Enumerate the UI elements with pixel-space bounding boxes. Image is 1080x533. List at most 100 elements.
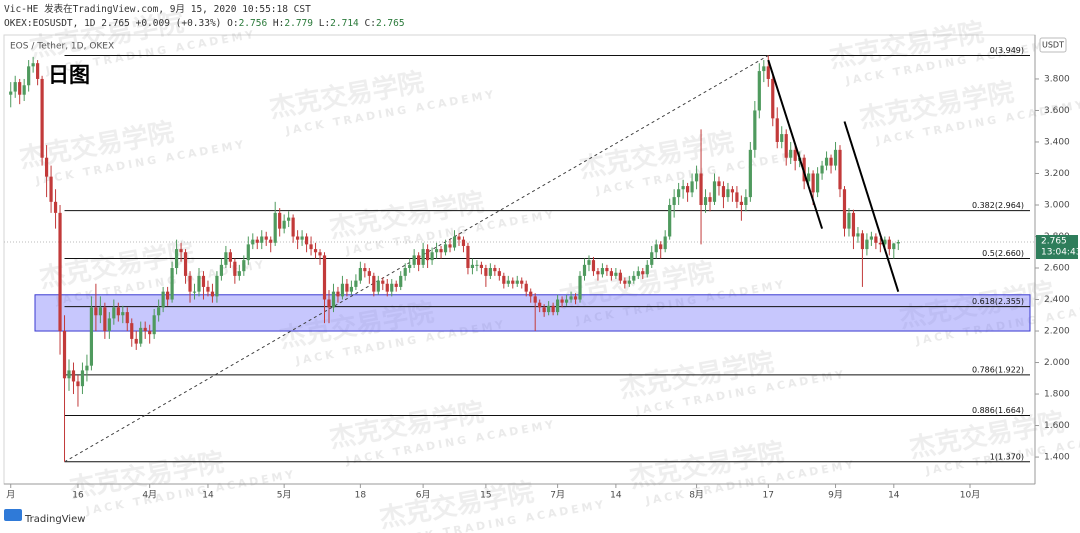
candle-body — [815, 173, 820, 193]
candle-body — [820, 165, 824, 174]
candle-body — [9, 91, 13, 95]
candle-body — [13, 82, 17, 92]
candle-body — [771, 78, 775, 119]
x-tick-label: 6月 — [416, 490, 431, 501]
layer: 1.4001.6001.8002.0002.2002.4002.6002.800… — [4, 46, 1070, 501]
candle-body — [143, 327, 147, 332]
candle-body — [157, 307, 161, 316]
candle-body — [748, 149, 752, 198]
candle-body — [448, 244, 452, 248]
c-value: 2.765 — [376, 18, 405, 29]
candle-body — [461, 239, 466, 246]
x-tick-label: 5月 — [277, 490, 292, 501]
candle-body — [291, 217, 295, 237]
candle-body — [699, 173, 703, 205]
candle-body — [515, 280, 519, 284]
y-tick-label: 3.000 — [1044, 200, 1070, 210]
candle-body — [152, 315, 156, 335]
candle-body — [632, 275, 636, 281]
candle-body — [538, 302, 542, 308]
candle-body — [309, 244, 313, 250]
candle-body — [408, 264, 412, 269]
header-line-1: Vic-HE 发表在TradingView.com, 9月 15, 2020 1… — [4, 3, 311, 15]
candle-body — [493, 268, 497, 272]
x-tick-label: 10月 — [960, 490, 980, 501]
h-label: H: — [273, 18, 284, 29]
x-tick-label: 9月 — [828, 490, 843, 501]
candle-body — [134, 338, 138, 344]
candle-body — [883, 239, 887, 245]
candle-body — [564, 299, 569, 303]
candle-body — [856, 233, 860, 237]
candle-body — [690, 181, 694, 193]
candle-body — [210, 291, 215, 297]
candle-body — [161, 291, 165, 308]
candle-body — [838, 149, 842, 190]
y-tick-label: 2.200 — [1044, 327, 1070, 337]
candle-body — [18, 82, 22, 95]
candle-body — [394, 283, 398, 287]
candle-body — [672, 197, 676, 205]
candle-body — [636, 271, 640, 276]
candle-body — [251, 239, 255, 245]
candle-body — [443, 244, 448, 253]
candle-body — [421, 249, 425, 265]
candle-body — [623, 280, 627, 284]
candle-body — [488, 268, 492, 276]
candle-body — [708, 197, 712, 202]
candle-body — [188, 275, 192, 292]
candle-body — [892, 243, 896, 250]
candle-body — [502, 275, 506, 284]
candle-body — [766, 66, 770, 79]
candle-body — [269, 239, 273, 243]
candle-body — [457, 236, 461, 240]
candle-body — [49, 176, 53, 202]
candle-body — [582, 264, 587, 276]
candle-body — [31, 63, 35, 67]
candle-body — [668, 204, 672, 237]
candle-body — [116, 307, 120, 316]
y-tick-label: 2.000 — [1044, 358, 1070, 368]
candle-body — [296, 236, 300, 240]
candle-body — [547, 305, 551, 313]
candle-body — [174, 249, 179, 269]
candle-body — [659, 244, 663, 250]
candle-body — [40, 78, 44, 158]
logo-icon[interactable] — [4, 509, 22, 521]
candle-body — [551, 305, 555, 313]
candle-body — [452, 236, 457, 248]
o-value: 2.756 — [239, 18, 268, 29]
candle-body — [726, 189, 730, 198]
brand[interactable]: TradingView — [24, 514, 85, 525]
fib-label: 1(1.370) — [990, 452, 1024, 461]
candle-body — [76, 381, 80, 387]
y-tick-label: 1.600 — [1044, 421, 1070, 431]
candle-body — [609, 271, 613, 276]
candle-body — [587, 260, 591, 265]
candle-body — [663, 236, 667, 250]
candle-body — [833, 149, 838, 166]
candle-body — [403, 268, 407, 276]
candle-body — [44, 157, 49, 177]
candle-body — [237, 271, 241, 276]
y-tick-label: 2.400 — [1044, 295, 1070, 305]
trend-line — [843, 121, 900, 292]
candle-body — [246, 244, 250, 261]
candle-body — [89, 307, 94, 366]
y-tick-label: 1.800 — [1044, 390, 1070, 400]
candle-body — [148, 331, 152, 335]
candle-body — [739, 201, 743, 205]
candle-body — [677, 189, 681, 198]
candle-body — [27, 66, 31, 86]
fib-label: 0(3.949) — [990, 46, 1024, 55]
candle-body — [107, 318, 111, 332]
candle-body — [869, 236, 873, 240]
candle-body — [121, 312, 125, 316]
y-tick-label: 3.400 — [1044, 137, 1070, 147]
candle-body — [694, 173, 699, 182]
candle-body — [287, 217, 291, 221]
fib-label: 0.886(1.664) — [972, 406, 1024, 415]
l-label: L: — [319, 18, 330, 29]
candle-body — [36, 63, 40, 79]
candle-body — [349, 286, 354, 292]
